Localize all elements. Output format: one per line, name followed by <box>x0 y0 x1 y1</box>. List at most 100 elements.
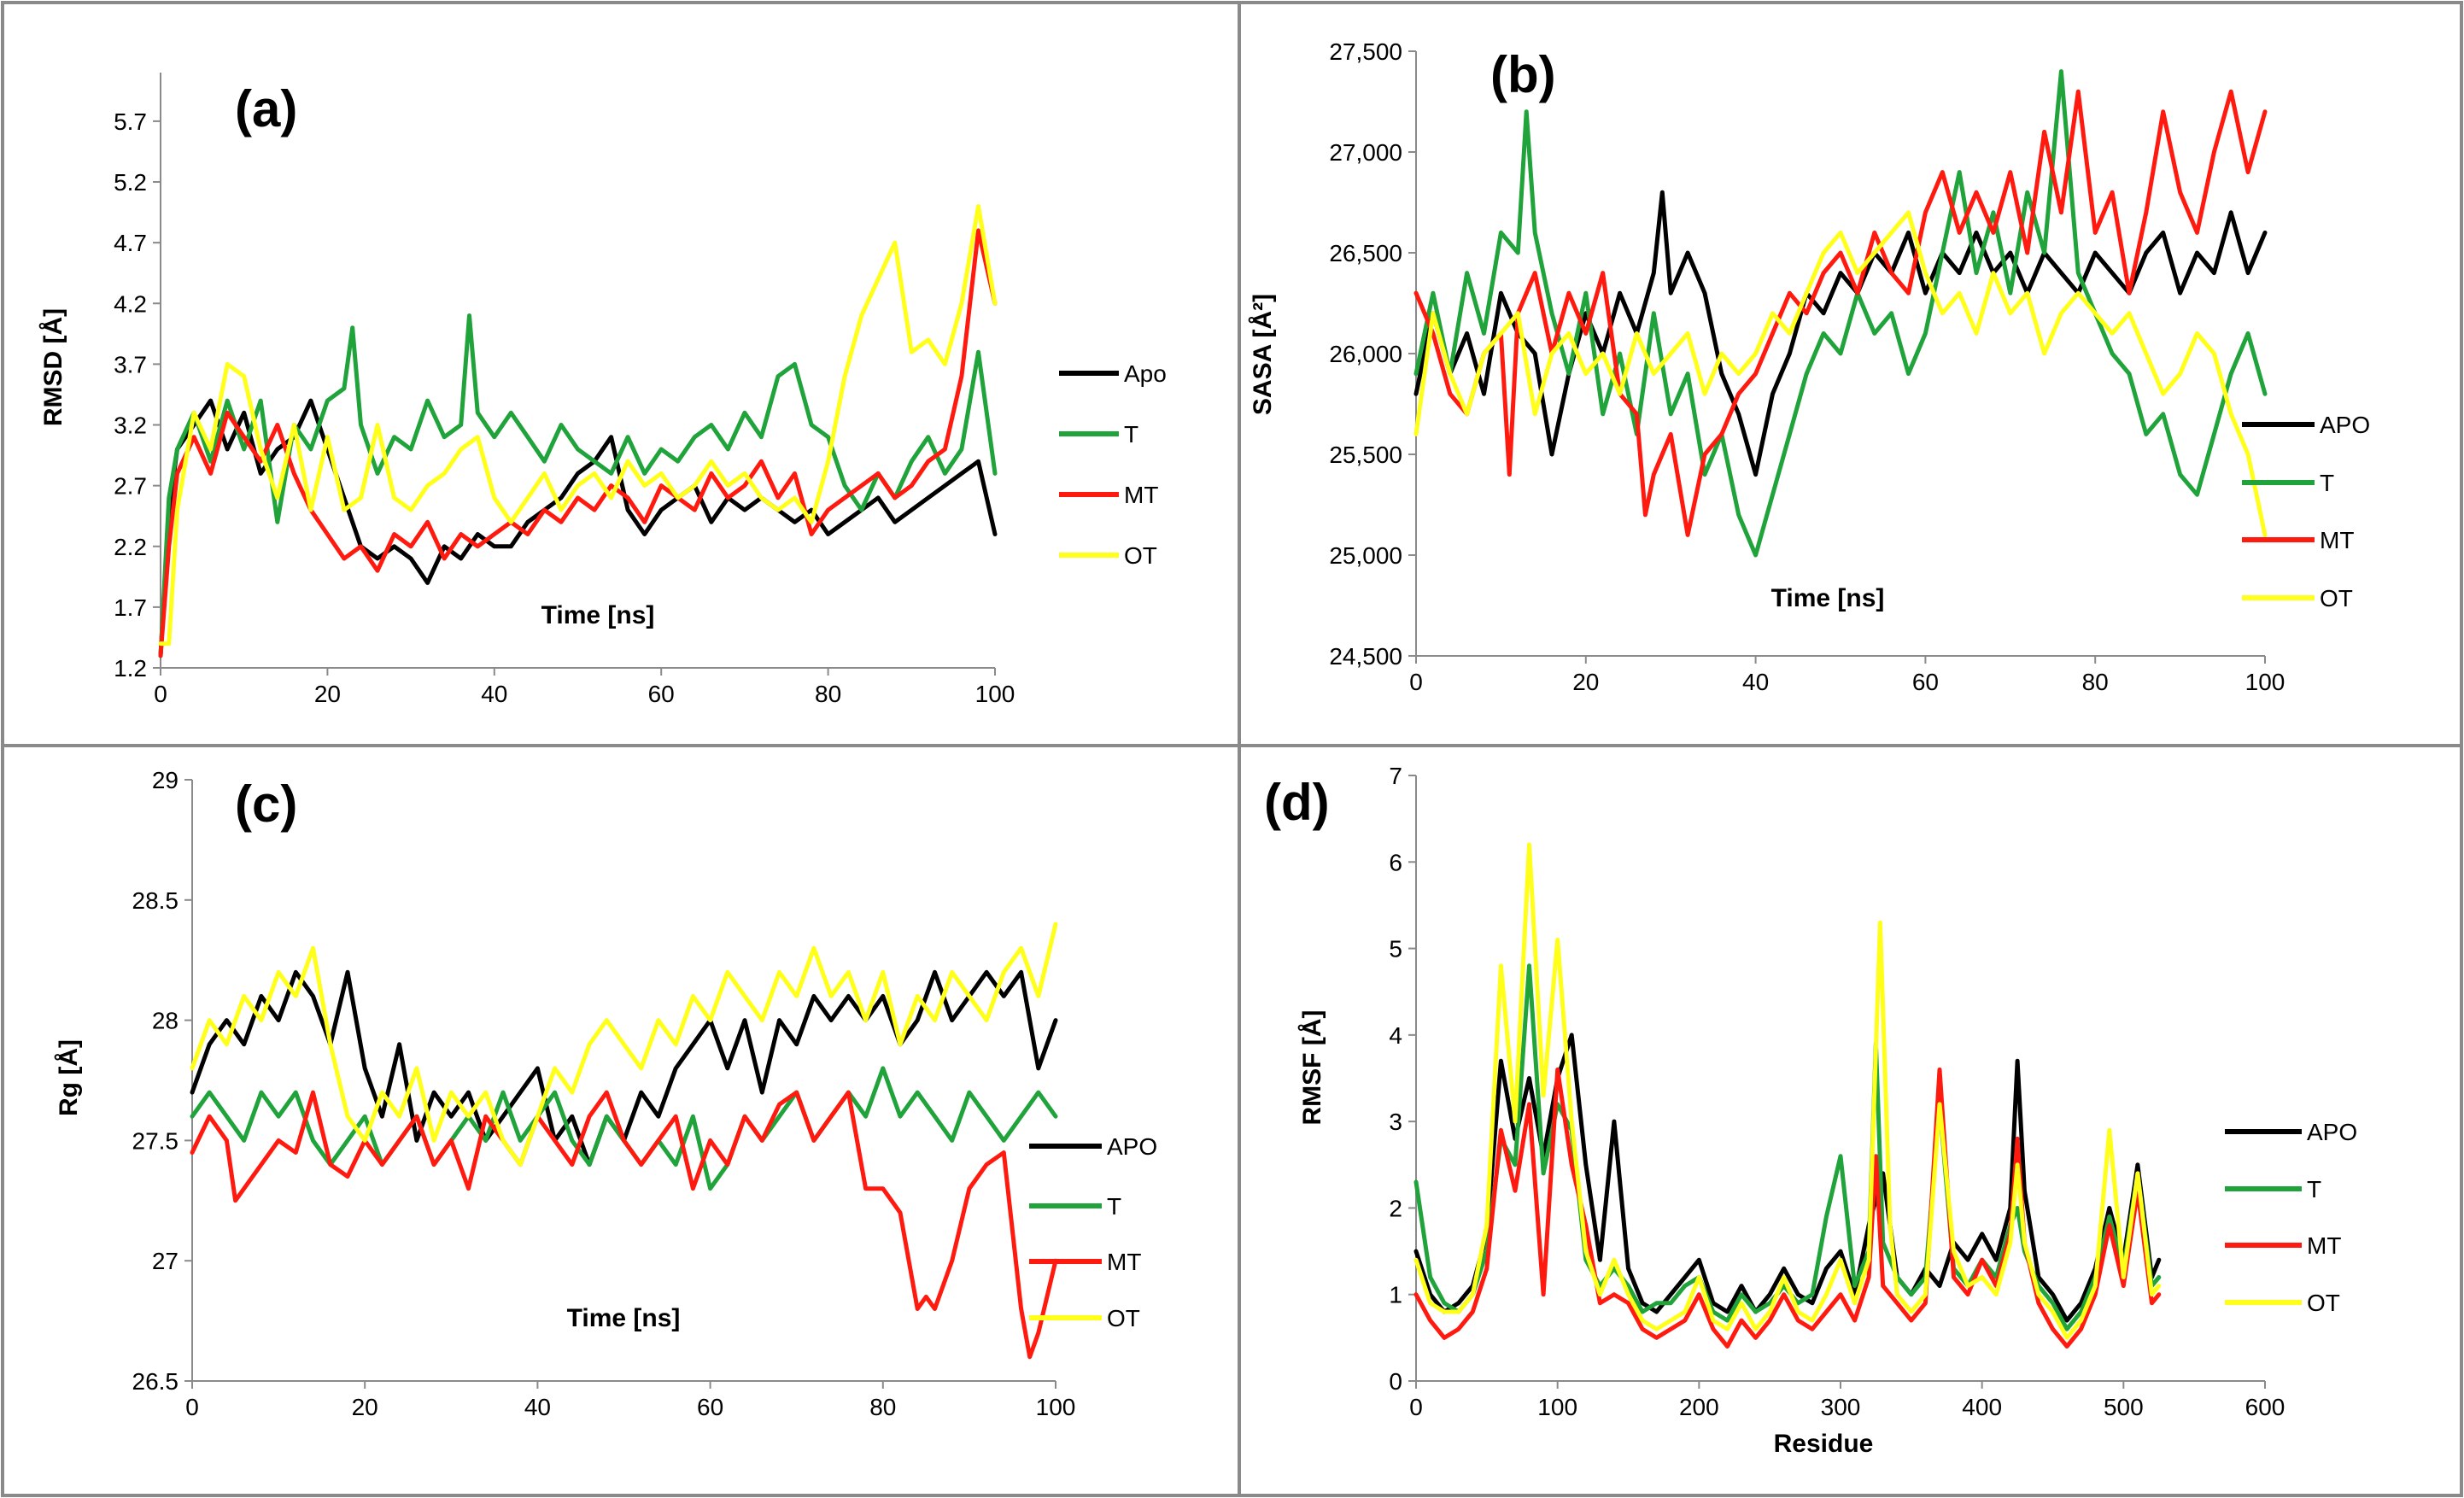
panel-a-y-tick-label: 4.2 <box>114 290 147 317</box>
panel-d-frame <box>1238 744 2463 1497</box>
panel-c-x-tick-label: 0 <box>185 1394 199 1420</box>
panel-a-y-tick-label: 3.7 <box>114 351 147 377</box>
panel-b-series-t <box>1413 69 2268 558</box>
panel-a-y-tick-label: 2.7 <box>114 473 147 500</box>
panel-c-y-tick-label: 27.5 <box>132 1127 179 1154</box>
panel-a-x-axis-title: Time [ns] <box>541 601 655 629</box>
panel-d-y-tick-label: 0 <box>1389 1368 1402 1395</box>
panel-d-x-tick-label: 0 <box>1409 1394 1423 1420</box>
panel-a-y-tick-label: 4.7 <box>114 230 147 256</box>
panel-b-x-tick-label: 0 <box>1409 669 1423 695</box>
panel-c-y-tick-label: 29 <box>152 767 179 793</box>
panel-a-legend: Apo T MT OT <box>1059 360 1167 569</box>
panel-c-x-axis-title: Time [ns] <box>567 1304 681 1332</box>
panel-d-legend-label-mt: MT <box>2307 1232 2341 1259</box>
panel-a-y-tick-label: 5.2 <box>114 169 147 196</box>
panel-a-y-tick-label: 2.2 <box>114 534 147 560</box>
panel-d-x-tick-label: 400 <box>1962 1394 2002 1420</box>
panel-c-x-tick-label: 20 <box>352 1394 378 1420</box>
panel-c-y-tick-label: 26.5 <box>132 1368 179 1395</box>
panel-a-series-ot <box>158 204 998 647</box>
panel-c-y-tick-label: 28.5 <box>132 887 179 914</box>
panel-a-x-tick-label: 40 <box>481 681 507 707</box>
panel-d-chart: 0 100 200 300 400 500 600 0 1 2 3 4 5 6 7 (d) Residue RMS… <box>1264 763 2357 1458</box>
panel-b-y-axis-title: SASA [Å²] <box>1249 294 1277 415</box>
panel-b-label: (b) <box>1490 46 1556 103</box>
panel-d-label: (d) <box>1264 774 1330 831</box>
panel-a-x-tick-label: 100 <box>975 681 1015 707</box>
panel-d-x-tick-label: 200 <box>1679 1394 1719 1420</box>
panel-c-legend: APO T MT OT <box>1029 1133 1157 1331</box>
panel-b-y-tick-label: 27,000 <box>1329 139 1402 166</box>
panel-d-legend-label-apo: APO <box>2307 1119 2357 1145</box>
panel-a-y-tick-label: 1.7 <box>114 594 147 621</box>
panel-d-y-tick-label: 6 <box>1389 849 1402 875</box>
panel-a-legend-label-ot: OT <box>1124 542 1157 569</box>
panel-d-legend: APO T MT OT <box>2225 1119 2357 1316</box>
panel-a-series-mt <box>158 228 998 658</box>
panel-c-chart: 0 20 40 60 80 100 26.5 27 27.5 28 28.5 29 (c) Time [n… <box>55 767 1157 1420</box>
panel-b-legend-label-ot: OT <box>2320 585 2353 611</box>
panel-b-y-tick-label: 26,500 <box>1329 240 1402 266</box>
panel-a-legend-label-t: T <box>1124 421 1138 448</box>
panel-a-y-tick-label: 3.2 <box>114 413 147 439</box>
panel-a-legend-label-mt: MT <box>1124 482 1158 508</box>
panel-d-y-tick-label: 1 <box>1389 1282 1402 1308</box>
panel-d-y-tick-label: 3 <box>1389 1109 1402 1135</box>
panel-b-legend: APO T MT OT <box>2242 412 2370 611</box>
panel-d-x-tick-label: 500 <box>2104 1394 2144 1420</box>
panel-b-legend-label-apo: APO <box>2320 412 2370 438</box>
panel-d-x-tick-label: 600 <box>2245 1394 2285 1420</box>
panel-c-x-tick-label: 40 <box>524 1394 551 1420</box>
panel-c-series-mt <box>190 1090 1058 1360</box>
panel-d-y-tick-label: 2 <box>1389 1195 1402 1221</box>
panel-a-y-axis-title: RMSD [Å] <box>39 308 67 426</box>
panel-b-y-tick-label: 25,000 <box>1329 542 1402 569</box>
panel-c-series-ot <box>190 922 1058 1167</box>
panel-a-x-tick-label: 20 <box>314 681 341 707</box>
panel-b-y-tick-label: 27,500 <box>1329 38 1402 65</box>
panel-d-series-ot <box>1413 842 2162 1340</box>
panel-d-x-tick-label: 100 <box>1537 1394 1577 1420</box>
panel-d-y-tick-label: 5 <box>1389 936 1402 963</box>
panel-c-label: (c) <box>235 775 297 833</box>
panel-a-label: (a) <box>235 80 297 138</box>
panel-c-x-tick-label: 60 <box>697 1394 723 1420</box>
panel-b-series-ot <box>1413 210 2268 537</box>
panel-b-series-apo <box>1413 190 2268 477</box>
panel-c-legend-label-t: T <box>1107 1193 1121 1220</box>
panel-b-legend-label-t: T <box>2320 470 2334 496</box>
panel-a-y-tick-label: 5.7 <box>114 108 147 135</box>
panel-c-x-tick-label: 80 <box>869 1394 896 1420</box>
panel-b-legend-label-mt: MT <box>2320 527 2354 553</box>
panel-a-legend-label-apo: Apo <box>1124 360 1167 387</box>
panel-d-y-tick-label: 7 <box>1389 763 1402 789</box>
panel-b-chart: 0 20 40 60 80 100 24,500 25,000 25,500 26,000 26,5… <box>1249 38 2370 695</box>
panel-d-x-axis-title: Residue <box>1774 1430 1874 1458</box>
panel-b-x-tick-label: 40 <box>1742 669 1769 695</box>
panel-a-y-tick-label: 1.2 <box>114 655 147 682</box>
panel-c-legend-label-mt: MT <box>1107 1249 1141 1275</box>
panel-d-x-tick-label: 300 <box>1821 1394 1861 1420</box>
panel-b-series-mt <box>1413 89 2268 537</box>
panel-b-y-tick-label: 26,000 <box>1329 341 1402 367</box>
panel-b-x-axis-title: Time [ns] <box>1771 584 1885 612</box>
panel-c-legend-label-ot: OT <box>1107 1305 1140 1331</box>
panel-c-y-axis-title: Rg [Å] <box>55 1039 83 1116</box>
panel-a-x-tick-label: 80 <box>815 681 841 707</box>
panel-b-x-tick-label: 100 <box>2245 669 2285 695</box>
panel-b-y-tick-label: 24,500 <box>1329 643 1402 670</box>
panel-a-x-tick-label: 60 <box>648 681 675 707</box>
panel-b-y-tick-label: 25,500 <box>1329 442 1402 468</box>
panel-d-legend-label-ot: OT <box>2307 1290 2340 1316</box>
panel-a-chart: 0 20 40 60 80 100 1.2 1.7 2.2 2.7 3.2 3.7 4.2 4.7 5.2 5… <box>39 73 1167 707</box>
panel-c-legend-label-apo: APO <box>1107 1133 1157 1160</box>
panel-d-y-axis-title: RMSF [Å] <box>1298 1010 1326 1126</box>
panel-c-x-tick-label: 100 <box>1036 1394 1076 1420</box>
panel-b-x-tick-label: 20 <box>1572 669 1599 695</box>
panel-b-x-tick-label: 80 <box>2082 669 2109 695</box>
panel-b-x-tick-label: 60 <box>1912 669 1939 695</box>
panel-c-y-tick-label: 28 <box>152 1008 179 1034</box>
panel-c-y-tick-label: 27 <box>152 1248 179 1274</box>
